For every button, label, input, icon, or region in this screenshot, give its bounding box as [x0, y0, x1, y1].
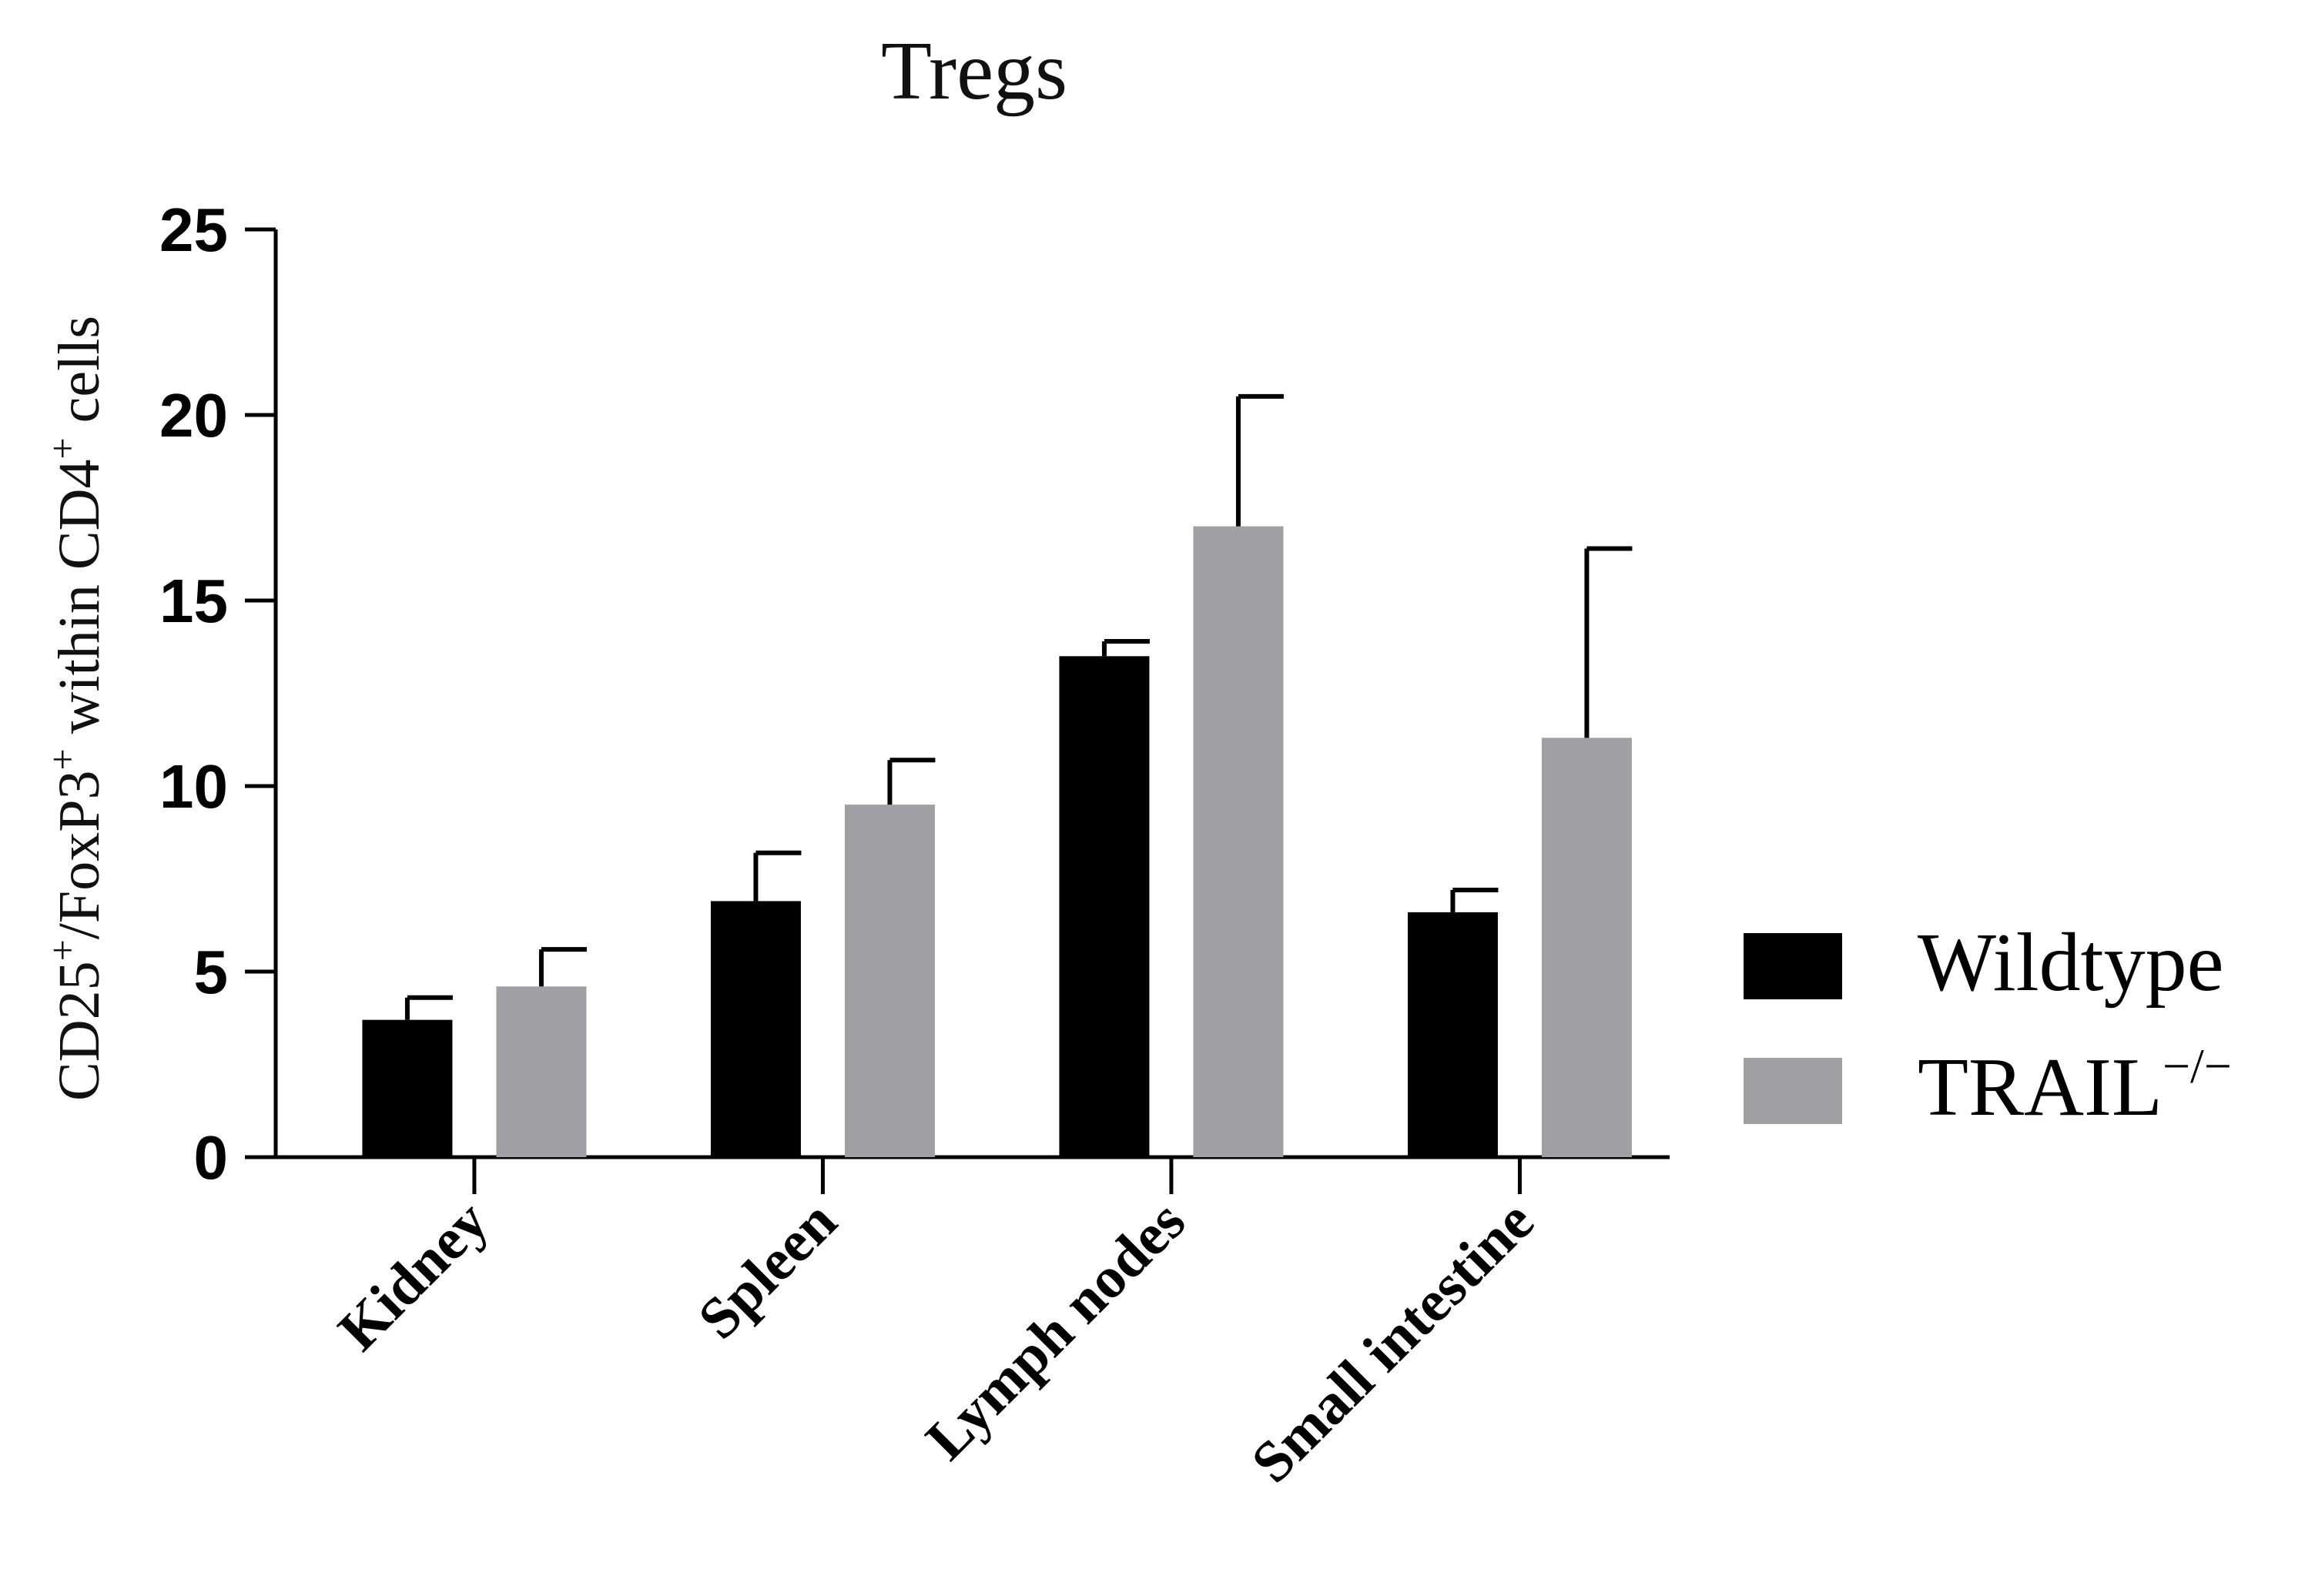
- bar-wildtype-kidney: [362, 1019, 453, 1157]
- bar-wildtype-small-intestine: [1407, 912, 1498, 1157]
- y-tick-label: 20: [159, 381, 228, 450]
- legend-label-wildtype: Wildtype: [1918, 917, 2224, 1009]
- y-tick-label: 25: [159, 196, 228, 264]
- legend: Wildtype TRAIL−/−: [1744, 917, 2232, 1133]
- y-tick-label: 10: [159, 752, 228, 821]
- bars: [362, 526, 1632, 1157]
- bar-wildtype-spleen: [710, 901, 801, 1157]
- y-tick-label: 15: [159, 567, 228, 635]
- bar-trail-kidney: [496, 986, 587, 1157]
- legend-swatch-trail: [1744, 1058, 1842, 1124]
- x-tick-label: Small intestine: [1239, 1189, 1546, 1495]
- bar-trail-lymph-nodes: [1193, 526, 1284, 1157]
- legend-swatch-wildtype: [1744, 933, 1842, 999]
- legend-label-trail: TRAIL−/−: [1918, 1039, 2232, 1133]
- x-tick-label: Lymph nodes: [913, 1189, 1198, 1473]
- x-tick-label: Kidney: [326, 1189, 501, 1363]
- bar-trail-spleen: [844, 805, 935, 1157]
- y-tick-label: 0: [194, 1123, 229, 1192]
- x-axis-ticks: Kidney Spleen Lymph nodes Small intestine: [326, 1157, 1546, 1495]
- x-tick-label: Spleen: [686, 1189, 849, 1352]
- bar-trail-small-intestine: [1541, 738, 1632, 1157]
- bar-wildtype-lymph-nodes: [1059, 656, 1150, 1157]
- y-axis-ticks: 0 5 10 15 20 25: [159, 196, 276, 1192]
- error-bars: [404, 393, 1633, 1020]
- chart-title: Tregs: [881, 25, 1067, 117]
- y-axis-label: CD25+/FoxP3+ within CD4+ cells: [41, 316, 112, 1101]
- y-tick-label: 5: [194, 938, 229, 1006]
